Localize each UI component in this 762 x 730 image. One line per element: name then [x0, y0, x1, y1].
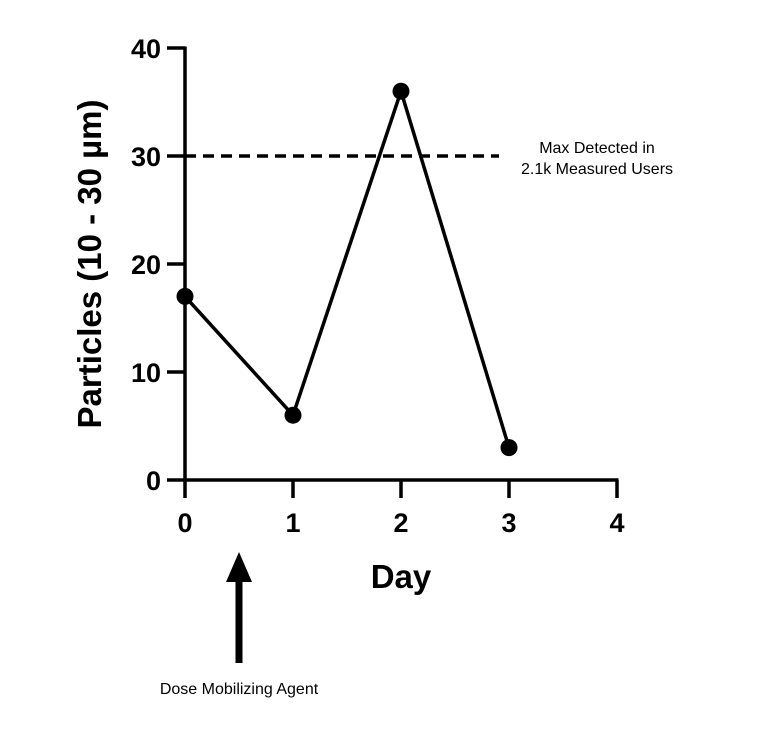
- dose-annotation-label: Dose Mobilizing Agent: [160, 681, 319, 698]
- x-axis-label: Day: [371, 558, 432, 595]
- x-tick-label: 0: [177, 508, 192, 538]
- y-tick-label: 20: [131, 250, 161, 280]
- axes: [183, 46, 619, 482]
- y-tick-label: 0: [146, 466, 161, 496]
- y-tick-label: 40: [131, 34, 161, 64]
- y-tick-label: 10: [131, 358, 161, 388]
- data-point: [284, 406, 302, 424]
- y-axis-label: Particles (10 - 30 µm): [71, 99, 108, 428]
- series-group: [176, 82, 518, 457]
- y-axis-ticks: 0 10 20 30 40: [131, 34, 185, 496]
- x-tick-label: 4: [609, 508, 624, 538]
- x-axis-ticks: 0 1 2 3 4: [177, 480, 625, 538]
- data-point: [500, 439, 518, 457]
- x-tick-label: 1: [285, 508, 300, 538]
- arrow-head: [226, 552, 252, 582]
- reference-line-label-line-1: Max Detected in: [539, 140, 655, 157]
- reference-line-label-line-2: 2.1k Measured Users: [521, 161, 673, 178]
- x-tick-label: 2: [393, 508, 408, 538]
- x-tick-label: 3: [501, 508, 516, 538]
- data-point: [392, 82, 410, 100]
- series-line: [183, 85, 511, 449]
- dose-arrow-icon: [226, 552, 252, 663]
- data-point: [176, 287, 194, 305]
- y-tick-label: 30: [131, 142, 161, 172]
